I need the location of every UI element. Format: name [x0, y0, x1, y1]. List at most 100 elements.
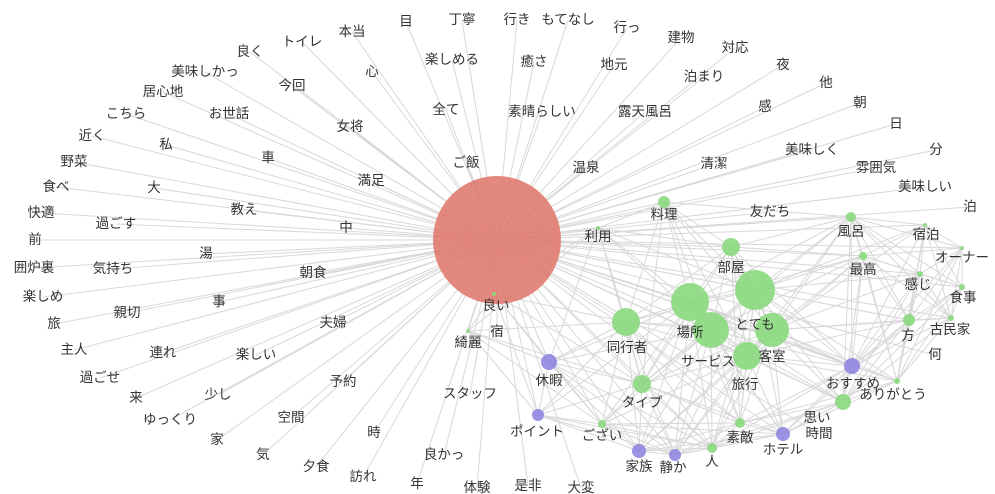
edge [689, 216, 852, 303]
node-label: 美味しかっ [171, 64, 239, 80]
node-label: 素敵 [727, 430, 755, 446]
node-label: 体験 [464, 480, 491, 494]
node-label: 旅行 [732, 377, 759, 393]
hub-node [433, 176, 561, 304]
edge [919, 273, 952, 319]
edge [597, 227, 691, 303]
edge [638, 433, 784, 452]
node [844, 358, 860, 374]
node-label: 宿 [490, 323, 504, 340]
edge [782, 365, 853, 435]
edge [40, 212, 498, 241]
edge [493, 293, 539, 416]
edge [711, 401, 844, 449]
edge [674, 289, 756, 456]
node-label: 夫婦 [320, 314, 347, 331]
node-label: 方 [901, 328, 915, 344]
edge [674, 422, 741, 456]
edge [125, 113, 498, 241]
node-label: 楽しめる [425, 52, 479, 68]
edge [908, 247, 963, 321]
node-label: 中 [339, 220, 353, 236]
node-label: 予約 [330, 374, 357, 390]
edge [135, 239, 498, 399]
edge [754, 289, 844, 403]
node-label: 風呂 [838, 224, 865, 240]
node-label: 客室 [759, 348, 786, 365]
edge [467, 321, 627, 332]
edge [548, 361, 643, 385]
edge [537, 414, 603, 425]
edge [862, 247, 963, 257]
edge [739, 422, 784, 435]
edge [842, 273, 921, 403]
node-label: 楽しめ [23, 289, 64, 305]
node-label: 居心地 [143, 84, 184, 100]
edge [91, 135, 498, 241]
edge [851, 317, 952, 367]
node [733, 342, 761, 370]
edge [908, 273, 921, 321]
edge [625, 321, 676, 456]
edge [496, 149, 937, 241]
node [722, 238, 740, 256]
edge [674, 355, 748, 456]
node-label: 大変 [568, 479, 595, 494]
edge [746, 355, 898, 382]
node-label: タイプ [622, 395, 663, 411]
edge [597, 227, 732, 248]
edge [537, 321, 627, 416]
node-label: 時 [367, 425, 381, 441]
edge [782, 401, 844, 435]
node-label: 感 [758, 98, 772, 115]
node-label: 休暇 [536, 373, 563, 389]
edge [950, 286, 963, 319]
node [612, 308, 640, 336]
edge [862, 255, 952, 319]
node-label: おすすめ [826, 376, 880, 392]
node-label: 行っ [614, 20, 641, 36]
edge [842, 319, 910, 403]
edge [711, 433, 784, 449]
edge [850, 216, 921, 275]
edge [467, 330, 539, 416]
node-label: 地元 [601, 57, 628, 73]
edge [537, 414, 676, 456]
node-label: もてなし [541, 12, 594, 28]
edge [663, 201, 732, 248]
node-label: 食べ [43, 178, 70, 195]
node [693, 312, 729, 348]
edge [842, 216, 852, 403]
node-label: 日 [889, 116, 903, 132]
edge [601, 301, 691, 425]
node [541, 354, 557, 370]
edge [924, 224, 963, 288]
node-label: トイレ [282, 34, 323, 50]
node-label: お世話 [209, 105, 250, 122]
edge [919, 247, 963, 275]
node [669, 449, 681, 461]
edge [850, 216, 910, 321]
edge [851, 273, 921, 367]
node-label: ござい [582, 427, 623, 444]
edge [746, 355, 853, 367]
node-label: ご飯 [453, 155, 480, 171]
edge [493, 293, 643, 385]
edge [850, 216, 963, 249]
node-label: 癒さ [521, 54, 548, 70]
node-label: 囲炉裏 [14, 260, 55, 276]
edge [597, 227, 756, 291]
edge [674, 329, 712, 456]
node-label: 訪れ [350, 469, 377, 485]
edge [537, 383, 643, 416]
edge [496, 102, 861, 241]
node-label: 前 [28, 231, 42, 248]
edge [638, 329, 712, 452]
node-label: ありがとう [859, 387, 927, 403]
node-label: 気 [256, 447, 270, 463]
edge [641, 201, 665, 385]
node-label: 過ごす [96, 216, 137, 232]
node [903, 314, 915, 326]
edge [842, 380, 898, 403]
edge [862, 255, 921, 275]
